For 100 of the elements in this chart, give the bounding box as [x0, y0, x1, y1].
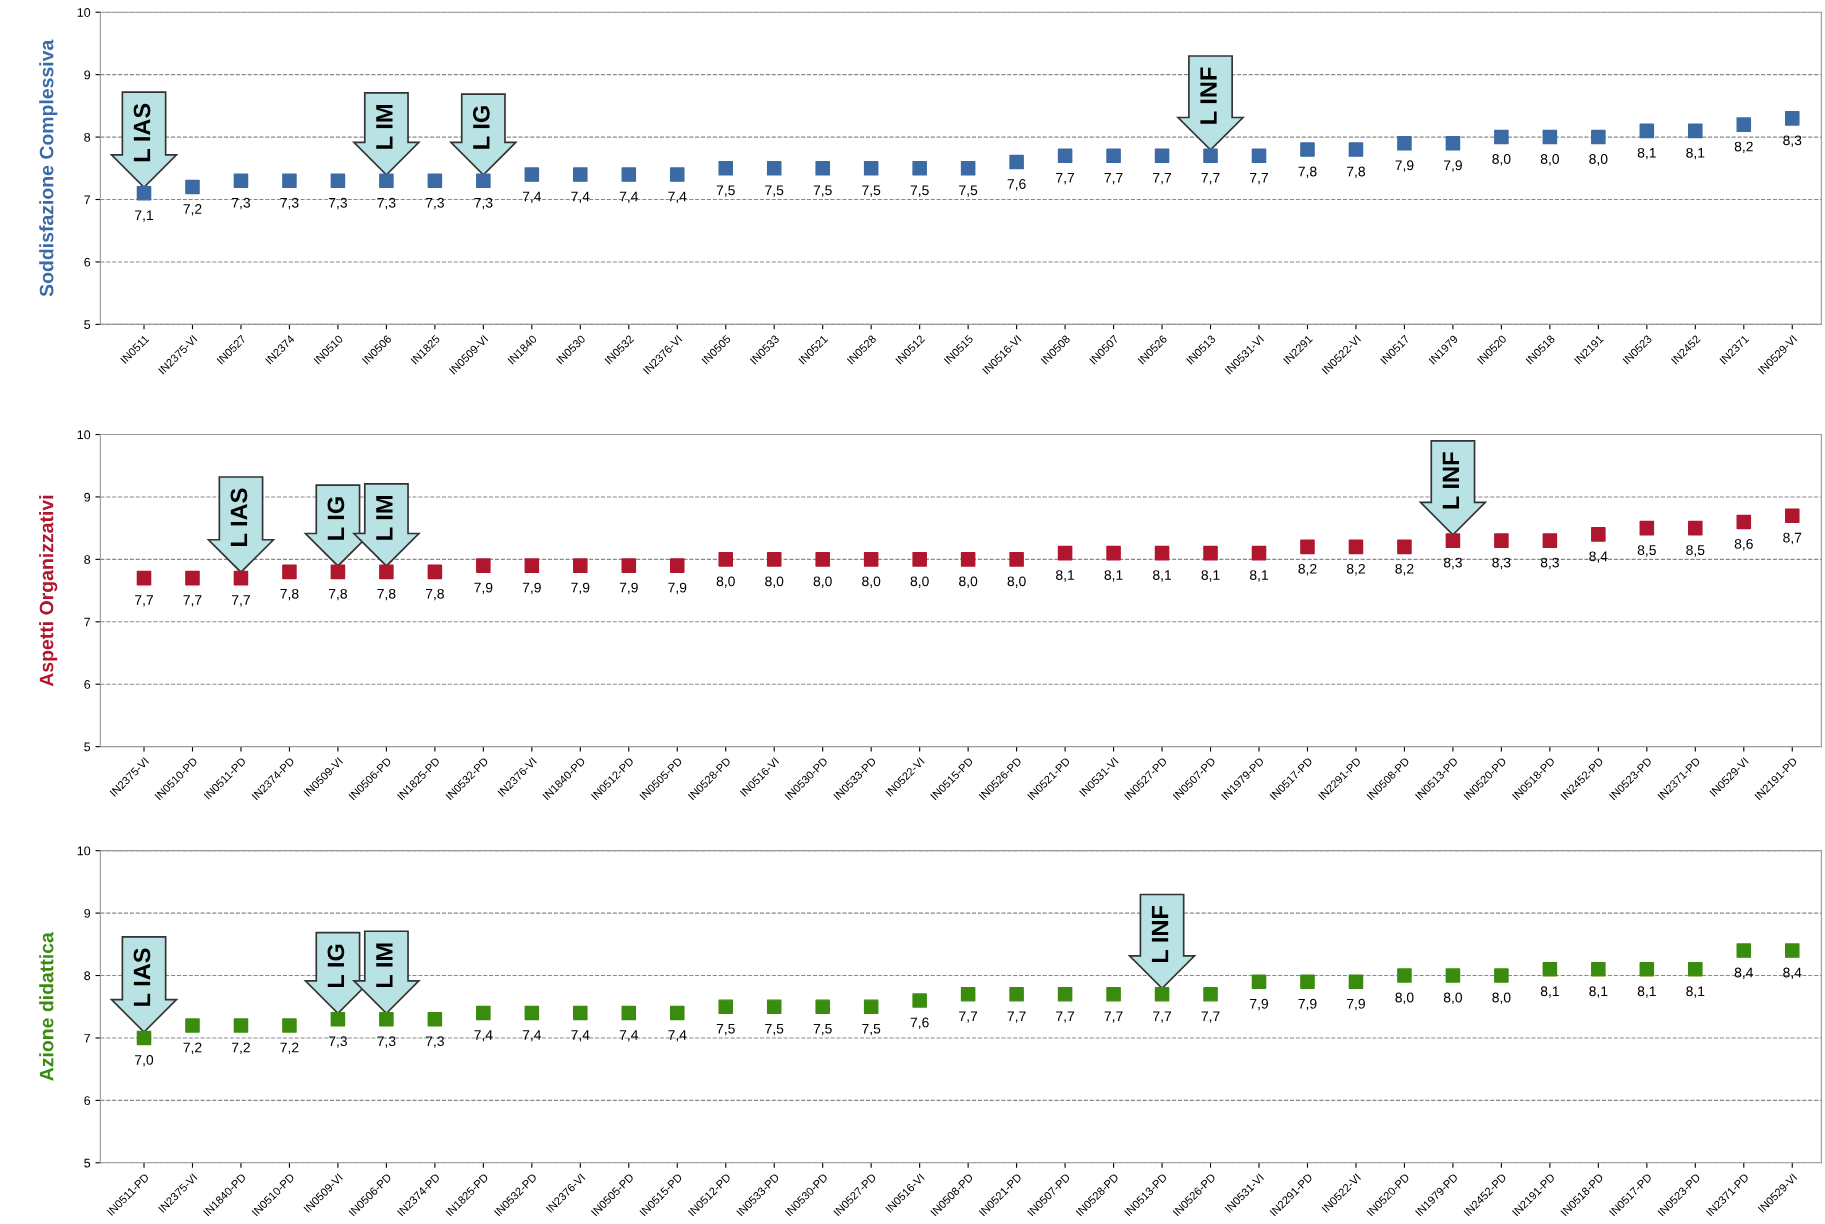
data-label: 8,0: [1492, 992, 1511, 1005]
point: [1784, 943, 1800, 958]
point: [330, 564, 346, 580]
point: [1348, 142, 1364, 157]
point: [1154, 986, 1170, 1002]
y-tick-label: 10: [77, 430, 91, 440]
point: [379, 173, 394, 189]
y-tick-label: 8: [84, 555, 91, 565]
data-label: 7,8: [1298, 166, 1317, 179]
point: [1251, 148, 1267, 164]
data-label: 7,9: [474, 582, 493, 595]
point: [1736, 514, 1752, 530]
point: [1057, 148, 1073, 164]
data-label: 7,7: [1201, 172, 1220, 185]
data-label: 7,7: [1250, 172, 1268, 185]
point: [1300, 974, 1315, 990]
point: [233, 570, 249, 586]
y-tick-label: 9: [84, 492, 91, 502]
data-label: 8,7: [1783, 532, 1802, 545]
point: [476, 173, 491, 189]
y-tick-label: 6: [84, 257, 91, 267]
annotation: L IAS: [133, 103, 151, 162]
point: [185, 179, 200, 195]
y-tick-label: 7: [84, 195, 91, 205]
point: [1494, 129, 1509, 145]
annotation: L INF: [1151, 905, 1169, 963]
y-tick-label: 5: [84, 1158, 91, 1168]
data-label: 8,0: [765, 576, 784, 588]
point: [476, 1005, 491, 1021]
data-label: 7,8: [328, 588, 347, 601]
data-label: 8,2: [1734, 141, 1753, 154]
data-label: 8,2: [1395, 563, 1414, 576]
point: [1300, 142, 1315, 157]
point: [1494, 533, 1509, 548]
data-label: 8,0: [1395, 992, 1414, 1005]
annotation: L IG: [327, 944, 345, 988]
data-label: 7,7: [1104, 172, 1123, 185]
point: [233, 173, 249, 189]
point: [1445, 968, 1461, 983]
y-tick-label: 7: [84, 617, 91, 627]
point: [233, 1018, 249, 1033]
point: [718, 161, 734, 176]
data-label: 7,4: [668, 1030, 687, 1042]
data-label: 7,3: [425, 197, 444, 210]
point: [1591, 962, 1606, 977]
data-label: 7,8: [377, 588, 396, 601]
data-label: 7,3: [328, 1036, 347, 1048]
data-label: 7,4: [571, 191, 590, 204]
point: [1203, 148, 1218, 164]
data-label: 7,9: [668, 582, 687, 595]
data-label: 7,7: [1201, 1011, 1220, 1023]
data-label: 7,7: [232, 595, 250, 607]
data-label: 7,6: [1007, 179, 1026, 191]
data-label: 8,6: [1734, 538, 1753, 551]
point: [1736, 943, 1752, 958]
point: [1009, 154, 1024, 170]
y-axis-title: Soddisfazione Complessiva: [39, 39, 58, 297]
point: [1009, 552, 1024, 567]
data-label: 7,4: [619, 191, 639, 204]
point: [1154, 545, 1170, 561]
point: [1688, 962, 1703, 977]
point: [815, 552, 830, 567]
data-label: 8,1: [1056, 570, 1075, 582]
point: [1348, 974, 1364, 990]
data-label: 8,1: [1686, 147, 1705, 160]
data-label: 8,2: [1346, 563, 1365, 576]
data-label: 7,2: [232, 1042, 250, 1054]
point: [621, 558, 637, 573]
data-label: 7,9: [619, 582, 638, 595]
data-label: 8,0: [959, 576, 978, 588]
data-label: 7,3: [474, 197, 493, 210]
data-label: 7,2: [280, 1042, 299, 1054]
data-label: 7,8: [425, 588, 444, 601]
y-tick-label: 8: [84, 132, 91, 142]
point: [1106, 986, 1121, 1002]
point: [185, 570, 200, 586]
point: [524, 167, 540, 182]
y-tick-label: 9: [84, 70, 91, 80]
data-label: 8,3: [1443, 557, 1462, 570]
annotation: L IG: [472, 106, 490, 149]
point: [621, 167, 637, 182]
data-label: 7,7: [1153, 172, 1171, 185]
point: [1203, 545, 1218, 561]
data-label: 7,7: [135, 595, 153, 607]
point: [1106, 148, 1121, 164]
data-label: 8,0: [1589, 154, 1608, 166]
data-label: 7,7: [1056, 172, 1075, 185]
data-label: 7,5: [862, 185, 881, 197]
point: [330, 1011, 346, 1027]
point: [1154, 148, 1170, 164]
point: [185, 1018, 200, 1033]
point: [1784, 111, 1800, 126]
point: [1542, 533, 1558, 548]
data-label: 7,5: [862, 1023, 881, 1036]
point: [1445, 136, 1461, 151]
data-label: 8,3: [1783, 135, 1802, 147]
data-label: 8,0: [716, 576, 735, 588]
point: [1300, 539, 1315, 555]
point: [766, 552, 782, 567]
point: [1348, 539, 1364, 555]
